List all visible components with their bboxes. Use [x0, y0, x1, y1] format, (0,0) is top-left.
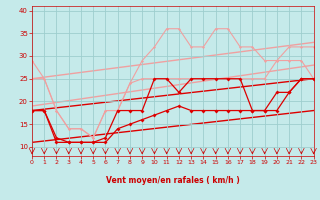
X-axis label: Vent moyen/en rafales ( km/h ): Vent moyen/en rafales ( km/h )	[106, 176, 240, 185]
